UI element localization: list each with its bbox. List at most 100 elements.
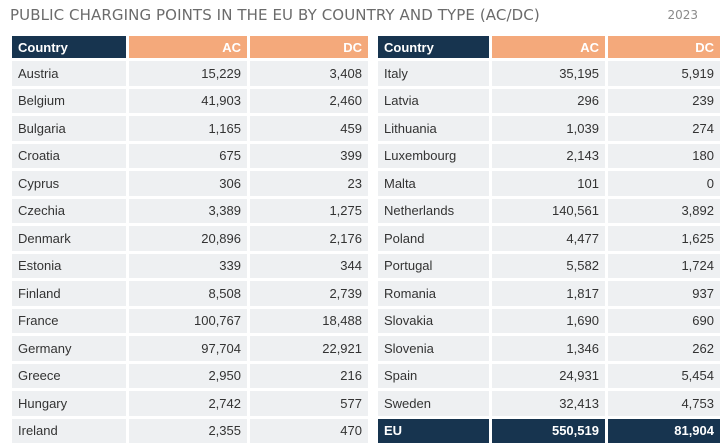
dc-value-cell: 239 bbox=[604, 88, 720, 113]
year-label: 2023 bbox=[667, 8, 698, 22]
table-row: Finland 8,508 2,739 bbox=[12, 281, 368, 306]
ac-value-cell: 1,039 bbox=[489, 116, 605, 141]
ac-value-cell: 1,690 bbox=[489, 308, 605, 333]
country-cell: Germany bbox=[12, 336, 126, 361]
dc-value-cell: 180 bbox=[604, 143, 720, 168]
table-row: Slovakia 1,690 690 bbox=[378, 308, 720, 333]
ac-value-cell: 1,346 bbox=[489, 336, 605, 361]
table-row: Austria 15,229 3,408 bbox=[12, 61, 368, 86]
table-row: Portugal 5,582 1,724 bbox=[378, 253, 720, 278]
ac-value-cell: 2,355 bbox=[126, 418, 247, 443]
dc-value-cell: 5,919 bbox=[604, 61, 720, 86]
ac-value-cell: 101 bbox=[489, 171, 605, 196]
column-header-ac: AC bbox=[126, 36, 247, 58]
table-row: Netherlands 140,561 3,892 bbox=[378, 198, 720, 223]
ac-value-cell: 2,950 bbox=[126, 363, 247, 388]
column-header-country: Country bbox=[378, 36, 490, 58]
country-cell: Cyprus bbox=[12, 171, 126, 196]
country-cell: France bbox=[12, 308, 126, 333]
table-row: Germany 97,704 22,921 bbox=[12, 336, 368, 361]
ac-value-cell: 1,165 bbox=[126, 116, 247, 141]
country-cell: Greece bbox=[12, 363, 126, 388]
ac-value-cell: 675 bbox=[126, 143, 247, 168]
ac-value-cell: 32,413 bbox=[489, 391, 605, 416]
ac-value-cell: 3,389 bbox=[126, 198, 247, 223]
table-header-row: Country AC DC bbox=[378, 36, 720, 58]
dc-value-cell: 1,724 bbox=[604, 253, 720, 278]
ac-value-cell: 100,767 bbox=[126, 308, 247, 333]
country-cell: Estonia bbox=[12, 253, 126, 278]
table-row: Sweden 32,413 4,753 bbox=[378, 391, 720, 416]
table-total-row: EU 550,519 81,904 bbox=[378, 418, 720, 443]
dc-value-cell: 18,488 bbox=[247, 308, 368, 333]
dc-value-cell: 274 bbox=[604, 116, 720, 141]
table-row: Denmark 20,896 2,176 bbox=[12, 226, 368, 251]
table-header-row: Country AC DC bbox=[12, 36, 368, 58]
table-row: Czechia 3,389 1,275 bbox=[12, 198, 368, 223]
table-row: Ireland 2,355 470 bbox=[12, 418, 368, 443]
table-row: Bulgaria 1,165 459 bbox=[12, 116, 368, 141]
dc-value-cell: 3,408 bbox=[247, 61, 368, 86]
dc-value-cell: 4,753 bbox=[604, 391, 720, 416]
country-cell: Netherlands bbox=[378, 198, 490, 223]
dc-value-cell: 2,460 bbox=[247, 88, 368, 113]
page-title: PUBLIC CHARGING POINTS IN THE EU BY COUN… bbox=[10, 6, 540, 24]
right-table: Country AC DC Italy 35,195 5,919 Latvia 296 2… bbox=[378, 33, 720, 446]
table-row: Greece 2,950 216 bbox=[12, 363, 368, 388]
country-cell: Denmark bbox=[12, 226, 126, 251]
country-cell: Portugal bbox=[378, 253, 490, 278]
table-row: France 100,767 18,488 bbox=[12, 308, 368, 333]
table-row: Malta 101 0 bbox=[378, 171, 720, 196]
ac-value-cell: 1,817 bbox=[489, 281, 605, 306]
table-row: Luxembourg 2,143 180 bbox=[378, 143, 720, 168]
dc-value-cell: 22,921 bbox=[247, 336, 368, 361]
dc-value-cell: 81,904 bbox=[604, 418, 720, 443]
country-cell: Latvia bbox=[378, 88, 490, 113]
table-row: Slovenia 1,346 262 bbox=[378, 336, 720, 361]
column-header-dc: DC bbox=[247, 36, 368, 58]
country-cell: Slovakia bbox=[378, 308, 490, 333]
dc-value-cell: 344 bbox=[247, 253, 368, 278]
dc-value-cell: 5,454 bbox=[604, 363, 720, 388]
dc-value-cell: 3,892 bbox=[604, 198, 720, 223]
dc-value-cell: 399 bbox=[247, 143, 368, 168]
table-row: Hungary 2,742 577 bbox=[12, 391, 368, 416]
ac-value-cell: 35,195 bbox=[489, 61, 605, 86]
ac-value-cell: 339 bbox=[126, 253, 247, 278]
table-row: Latvia 296 239 bbox=[378, 88, 720, 113]
country-cell: Italy bbox=[378, 61, 490, 86]
dc-value-cell: 937 bbox=[604, 281, 720, 306]
country-cell: Romania bbox=[378, 281, 490, 306]
country-cell: Poland bbox=[378, 226, 490, 251]
country-cell: Croatia bbox=[12, 143, 126, 168]
ac-value-cell: 2,742 bbox=[126, 391, 247, 416]
country-cell: Czechia bbox=[12, 198, 126, 223]
column-header-ac: AC bbox=[489, 36, 605, 58]
dc-value-cell: 0 bbox=[604, 171, 720, 196]
dc-value-cell: 2,739 bbox=[247, 281, 368, 306]
ac-value-cell: 306 bbox=[126, 171, 247, 196]
ac-value-cell: 5,582 bbox=[489, 253, 605, 278]
country-cell: Bulgaria bbox=[12, 116, 126, 141]
table-row: Italy 35,195 5,919 bbox=[378, 61, 720, 86]
country-cell: Lithuania bbox=[378, 116, 490, 141]
country-cell: Hungary bbox=[12, 391, 126, 416]
dc-value-cell: 23 bbox=[247, 171, 368, 196]
country-cell: Ireland bbox=[12, 418, 126, 443]
dc-value-cell: 470 bbox=[247, 418, 368, 443]
country-cell: Spain bbox=[378, 363, 490, 388]
ac-value-cell: 20,896 bbox=[126, 226, 247, 251]
dc-value-cell: 459 bbox=[247, 116, 368, 141]
left-table: Country AC DC Austria 15,229 3,408 Belgium 4… bbox=[12, 33, 368, 446]
table-row: Croatia 675 399 bbox=[12, 143, 368, 168]
table-row: Belgium 41,903 2,460 bbox=[12, 88, 368, 113]
country-cell: Austria bbox=[12, 61, 126, 86]
country-cell: EU bbox=[378, 418, 490, 443]
dc-value-cell: 2,176 bbox=[247, 226, 368, 251]
country-cell: Finland bbox=[12, 281, 126, 306]
dc-value-cell: 690 bbox=[604, 308, 720, 333]
ac-value-cell: 8,508 bbox=[126, 281, 247, 306]
table-row: Estonia 339 344 bbox=[12, 253, 368, 278]
dc-value-cell: 216 bbox=[247, 363, 368, 388]
dc-value-cell: 577 bbox=[247, 391, 368, 416]
